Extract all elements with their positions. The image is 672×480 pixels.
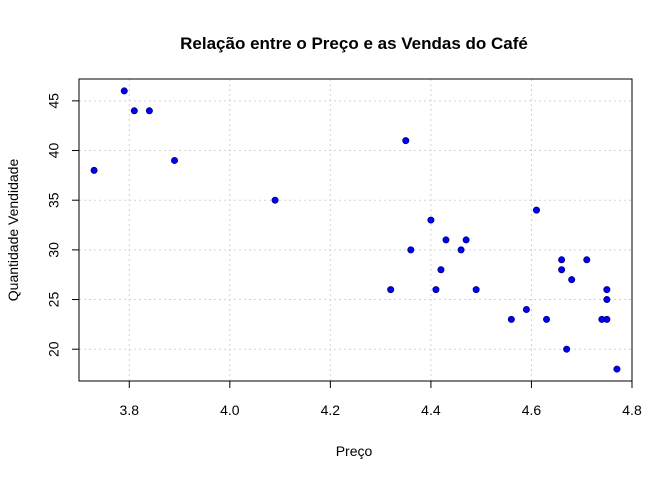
data-point [427, 216, 435, 224]
data-point [558, 256, 566, 264]
data-point [407, 246, 415, 254]
data-point [563, 345, 571, 353]
data-point [603, 286, 611, 294]
data-point [90, 166, 98, 174]
y-axis: 20 25 30 35 40 45 [46, 93, 80, 357]
data-point [402, 137, 410, 145]
x-tick-label: 4.8 [622, 402, 642, 418]
data-point [603, 315, 611, 323]
data-point [271, 196, 279, 204]
data-point [387, 286, 395, 294]
x-axis: 3.8 4.0 4.2 4.4 4.6 4.8 [120, 380, 642, 418]
x-tick-label: 4.6 [522, 402, 542, 418]
data-point [522, 305, 530, 313]
data-point [457, 246, 465, 254]
data-point [613, 365, 621, 373]
data-point [145, 107, 153, 115]
data-point [543, 315, 551, 323]
data-point [472, 286, 480, 294]
y-tick-label: 35 [46, 192, 62, 208]
data-point [442, 236, 450, 244]
x-tick-label: 3.8 [120, 402, 140, 418]
data-point [583, 256, 591, 264]
data-point [130, 107, 138, 115]
chart-title: Relação entre o Preço e as Vendas do Caf… [180, 34, 528, 53]
data-point [568, 276, 576, 284]
x-tick-label: 4.0 [220, 402, 240, 418]
y-tick-label: 30 [46, 242, 62, 258]
data-point [432, 286, 440, 294]
y-tick-label: 40 [46, 143, 62, 159]
data-point [437, 266, 445, 274]
y-axis-label: Quantidade Vendidade [5, 159, 21, 302]
grid [79, 79, 633, 381]
y-tick-label: 45 [46, 93, 62, 109]
data-points [90, 87, 621, 373]
plot-area [78, 78, 633, 382]
y-tick-label: 20 [46, 341, 62, 357]
data-point [507, 315, 515, 323]
data-point [462, 236, 470, 244]
data-point [558, 266, 566, 274]
y-tick-label: 25 [46, 292, 62, 308]
data-point [532, 206, 540, 214]
x-tick-label: 4.4 [421, 402, 441, 418]
x-axis-label: Preço [336, 443, 373, 459]
data-point [120, 87, 128, 95]
data-point [171, 156, 179, 164]
data-point [603, 296, 611, 304]
x-tick-label: 4.2 [321, 402, 341, 418]
